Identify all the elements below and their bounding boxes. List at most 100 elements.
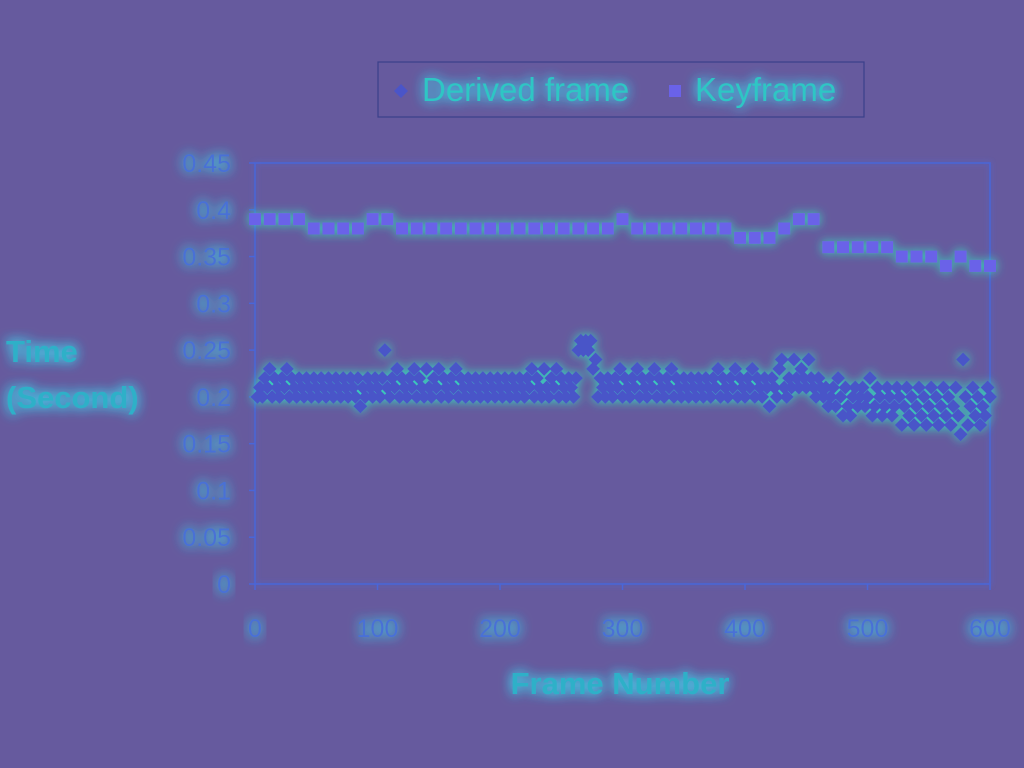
- keyframe-point: [704, 222, 717, 235]
- derived-frame-point: [289, 389, 304, 404]
- derived-frame-point: [566, 389, 581, 404]
- keyframe-point: [587, 222, 600, 235]
- keyframe-point: [543, 222, 555, 235]
- keyframe-point: [454, 222, 467, 235]
- keyframe-point: [675, 222, 688, 235]
- derived-frame-point: [943, 417, 958, 432]
- derived-frame-point: [282, 389, 297, 404]
- derived-frame-point: [720, 389, 735, 404]
- keyframe-point: [690, 222, 702, 235]
- y-tick-label: 0.4: [196, 197, 231, 225]
- derived-frame-point: [941, 389, 956, 404]
- keyframe-point: [837, 241, 849, 254]
- keyframe-point: [307, 222, 320, 235]
- derived-frame-point: [524, 361, 539, 376]
- derived-frame-point: [390, 361, 405, 376]
- y-tick-label: 0.25: [182, 337, 231, 365]
- derived-frame-point: [728, 361, 743, 376]
- derived-frame-point: [725, 380, 740, 395]
- derived-frame-point: [377, 343, 392, 358]
- legend-marker-derived-frame: [394, 84, 408, 98]
- derived-frame-point: [963, 399, 978, 414]
- derived-frame-point: [365, 389, 380, 404]
- derived-frame-point: [787, 352, 801, 367]
- derived-frame-point: [970, 389, 985, 404]
- keyframe-point: [366, 213, 379, 226]
- derived-frame-point: [358, 389, 373, 404]
- derived-frame-point: [333, 389, 348, 404]
- series-keyframe: [249, 213, 996, 272]
- derived-frame-point: [904, 389, 919, 404]
- derived-frame-point: [934, 399, 948, 414]
- derived-frame-point: [713, 389, 728, 404]
- keyframe-point: [410, 222, 423, 235]
- keyframe-point: [954, 250, 967, 263]
- derived-frame-point: [297, 389, 311, 404]
- derived-frame-point: [664, 361, 679, 376]
- derived-frame-point: [466, 389, 481, 404]
- derived-frame-point: [769, 389, 784, 404]
- keyframe-point: [498, 222, 511, 235]
- derived-frame-point: [279, 361, 294, 376]
- derived-frame-point: [341, 389, 356, 404]
- derived-frame-point: [747, 389, 762, 404]
- derived-frame-point: [916, 389, 931, 404]
- derived-frame-point: [877, 399, 892, 414]
- keyframe-point: [337, 222, 350, 235]
- derived-frame-point: [591, 389, 605, 404]
- keyframe-point: [381, 213, 394, 226]
- keyframe-point: [851, 241, 864, 254]
- keyframe-point: [572, 222, 585, 235]
- derived-frame-point: [948, 380, 963, 395]
- series-derived-frame: [250, 333, 997, 442]
- keyframe-point: [396, 222, 408, 235]
- keyframe-point: [807, 213, 820, 226]
- keyframe-point: [484, 222, 497, 235]
- derived-frame-point: [419, 361, 434, 376]
- derived-frame-point: [872, 389, 887, 404]
- derived-frame-point: [951, 408, 966, 423]
- derived-frame-point: [666, 389, 681, 404]
- derived-frame-point: [809, 389, 824, 404]
- derived-frame-point: [649, 389, 664, 404]
- keyframe-point: [939, 259, 952, 272]
- derived-frame-point: [774, 352, 789, 367]
- derived-frame-point: [441, 389, 456, 404]
- x-tick-label: 200: [479, 615, 521, 643]
- derived-frame-point: [855, 380, 870, 395]
- derived-frame-point: [938, 408, 953, 423]
- derived-frame-point: [588, 352, 603, 367]
- derived-frame-point: [546, 380, 561, 395]
- derived-frame-point: [801, 352, 816, 367]
- derived-frame-point: [382, 389, 397, 404]
- x-tick-label: 300: [602, 615, 644, 643]
- derived-frame-point: [924, 380, 939, 395]
- derived-frame-point: [696, 389, 711, 404]
- keyframe-point: [822, 241, 835, 254]
- keyframe-point: [895, 250, 908, 263]
- derived-frame-point: [909, 399, 924, 414]
- derived-frame-point: [517, 389, 532, 404]
- derived-frame-point: [907, 417, 922, 432]
- derived-frame-point: [703, 389, 718, 404]
- derived-frame-point: [983, 389, 997, 404]
- derived-frame-point: [583, 333, 598, 348]
- derived-frame-point: [779, 389, 794, 404]
- derived-frame-point: [488, 389, 503, 404]
- keyframe-point: [910, 250, 923, 263]
- derived-frame-point: [387, 380, 402, 395]
- derived-frame-point: [760, 380, 775, 395]
- derived-frame-point: [862, 371, 877, 386]
- legend-label-keyframe: Keyframe: [695, 71, 836, 108]
- derived-frame-point: [867, 399, 882, 414]
- keyframe-point: [263, 213, 276, 226]
- derived-frame-point: [919, 417, 934, 432]
- y-tick-label: 0.35: [182, 244, 231, 272]
- derived-frame-point: [936, 380, 951, 395]
- y-tick-label: 0.15: [182, 431, 231, 459]
- derived-frame-point: [897, 399, 912, 414]
- derived-frame-point: [914, 408, 929, 423]
- x-tick-label: 100: [357, 615, 399, 643]
- derived-frame-point: [480, 389, 495, 404]
